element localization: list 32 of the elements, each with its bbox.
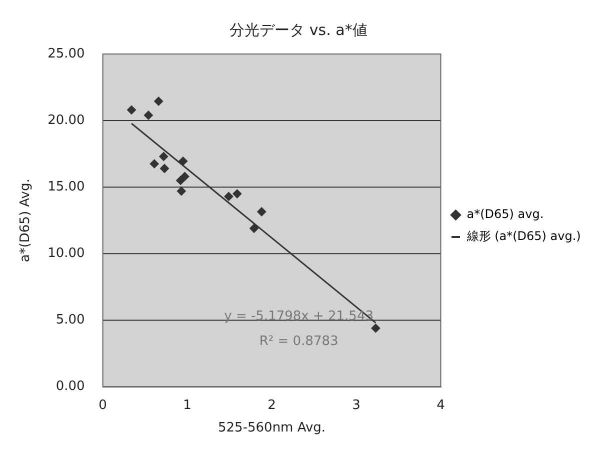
point (176, 186, 186, 196)
y-tick-label: 10.00 (48, 246, 85, 262)
point (257, 207, 266, 216)
point (250, 224, 259, 233)
y-tick-label: 25.00 (48, 46, 85, 62)
x-axis-title: 525-560nm Avg. (218, 420, 326, 436)
point (371, 324, 380, 333)
point (154, 96, 164, 106)
legend-label: 線形 (a*(D65) avg.) (466, 229, 581, 244)
x-tick-label: 1 (183, 398, 192, 413)
point (144, 110, 153, 120)
chart-title: 分光データ vs. a*値 (230, 20, 368, 39)
y-tick-label: 5.00 (56, 312, 85, 328)
y-tick-label: 15.00 (48, 179, 85, 194)
point (127, 105, 136, 114)
y-tick-label: 20.00 (48, 112, 85, 128)
y-tick-label: 0.00 (56, 379, 85, 394)
x-tick-label: 3 (352, 398, 360, 413)
point (160, 164, 169, 173)
point (224, 192, 234, 201)
legend-label: a*(D65) avg. (466, 207, 544, 222)
point (176, 176, 186, 185)
point (232, 189, 242, 198)
point (150, 159, 159, 168)
point (159, 152, 168, 162)
point (180, 172, 190, 181)
point (178, 156, 188, 166)
x-tick-label: 0 (98, 398, 107, 413)
annotation: R² = 0.8783 (259, 334, 338, 350)
x-tick-label: 2 (268, 398, 276, 413)
x-tick-label: 4 (436, 398, 445, 413)
y-axis-title: a*(D65) Avg. (18, 178, 34, 262)
